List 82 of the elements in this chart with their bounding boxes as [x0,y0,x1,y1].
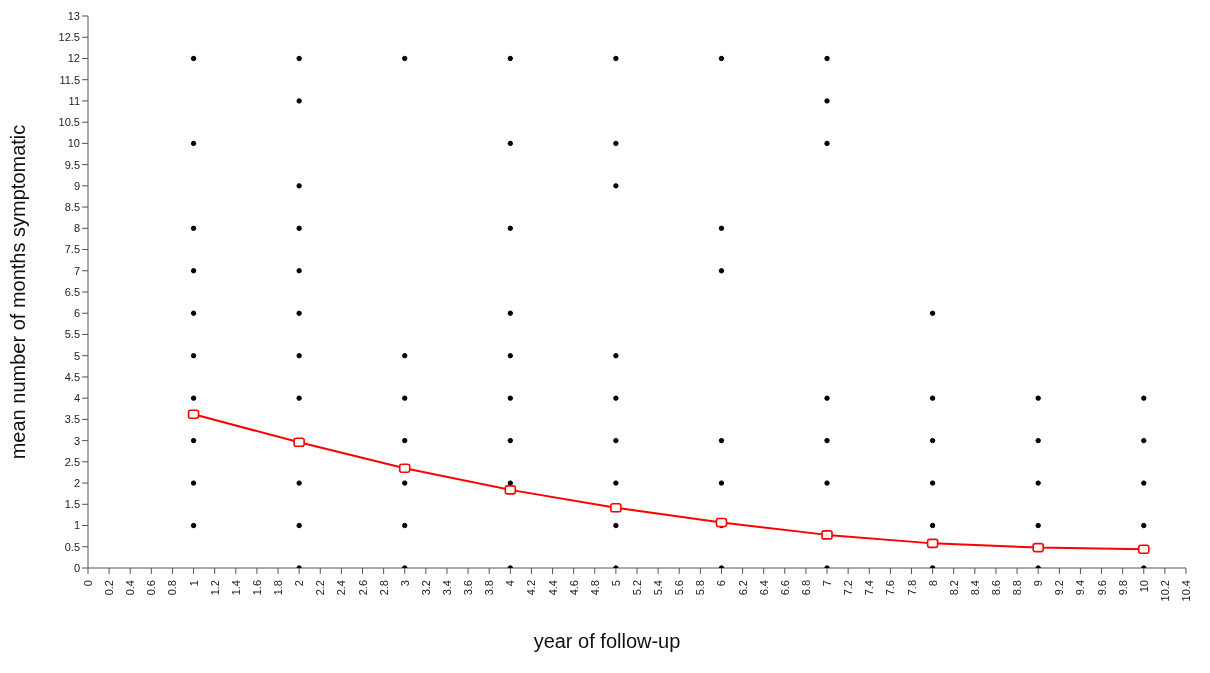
x-tick-label: 5.2 [631,580,643,596]
x-tick-label: 6.4 [757,580,770,596]
x-tick-label: 10 [1137,580,1150,593]
y-tick-label: 10.5 [58,116,80,129]
x-tick-label: 5.6 [673,580,686,596]
x-tick-label: 0.8 [166,580,179,596]
x-tick-label: 4.6 [567,580,580,596]
y-tick-label: 9.5 [64,158,80,171]
y-tick-label: 5.5 [64,328,80,341]
x-tick-label: 4.4 [546,580,559,596]
x-tick-label: 1.4 [229,580,242,596]
x-tick-label: 1.6 [250,580,263,596]
y-tick-label: 2.5 [64,455,80,468]
y-tick-label: 3.5 [64,413,80,426]
y-tick-label: 8 [73,222,80,235]
x-axis-title: year of follow-up [533,630,681,652]
x-tick-label: 6.2 [736,580,749,596]
x-tick-label: 9 [1032,580,1045,587]
y-tick-label: 1.5 [64,498,80,511]
x-tick-label: 1 [187,580,200,587]
y-tick-label: 10 [67,137,80,150]
y-tick-label: 4.5 [64,370,80,383]
y-tick-label: 4 [73,392,80,405]
x-tick-label: 3.4 [440,580,453,596]
x-tick-label: 6.8 [799,580,812,596]
y-tick-label: 5 [73,349,80,362]
x-tick-label: 4 [504,580,517,587]
x-tick-label: 5 [609,580,622,587]
x-tick-label: 6 [715,580,728,587]
x-tick-label: 1.8 [272,580,285,596]
x-tick-label: 7.4 [863,580,876,596]
x-tick-label: 10.2 [1158,580,1171,602]
x-tick-label: 1.2 [208,580,221,596]
y-tick-label: 8.5 [64,200,80,213]
x-tick-label: 0.4 [124,580,137,596]
y-tick-label: 3 [73,434,80,447]
x-tick-label: 8.6 [989,580,1002,596]
y-tick-label: 6 [73,307,80,320]
x-tick-label: 9.8 [1116,580,1129,596]
x-tick-label: 8.8 [1011,580,1024,596]
y-tick-label: 2 [73,476,80,489]
x-tick-label: 9.6 [1095,580,1108,596]
x-tick-label: 5.8 [694,580,707,596]
y-tick-label: 12 [67,52,80,65]
x-tick-label: 0.6 [145,580,158,596]
x-tick-label: 7.8 [905,580,918,596]
x-tick-label: 0.2 [103,580,116,596]
x-tick-label: 10.4 [1180,580,1192,602]
x-tick-label: 4.8 [588,580,601,596]
x-tick-label: 3.6 [462,580,475,596]
y-tick-label: 1 [73,519,80,532]
x-tick-label: 2.6 [356,580,369,596]
y-axis-title: mean number of months symptomatic [7,124,30,460]
y-tick-label: 7 [73,264,80,277]
x-tick-label: 2.8 [377,580,390,596]
y-tick-label: 13 [67,9,80,22]
x-tick-label: 5.4 [652,580,665,596]
x-tick-label: 9.2 [1053,580,1066,596]
x-tick-label: 8.4 [968,580,981,596]
y-tick-label: 6.5 [64,285,80,298]
x-tick-label: 3.2 [419,580,432,596]
y-tick-label: 7.5 [64,243,80,256]
x-tick-label: 8 [926,580,939,587]
y-tick-label: 9 [73,179,80,192]
x-tick-label: 7.2 [842,580,855,596]
x-tick-label: 2.4 [335,580,348,596]
x-tick-label: 0 [82,580,94,587]
x-tick-label: 8.2 [947,580,960,596]
y-tick-label: 12.5 [58,31,80,44]
x-tick-label: 4.2 [525,580,538,596]
x-tick-label: 2 [293,580,306,587]
x-tick-label: 7.6 [884,580,897,596]
y-tick-label: 0 [73,561,80,574]
x-tick-label: 3 [398,580,411,587]
x-tick-label: 6.6 [778,580,791,596]
x-tick-label: 7 [821,580,834,587]
y-tick-label: 11.5 [59,73,80,86]
y-tick-label: 0.5 [64,540,80,553]
x-tick-label: 2.2 [314,580,327,596]
y-tick-label: 11 [68,94,80,107]
x-tick-label: 3.8 [483,580,496,596]
x-tick-label: 9.4 [1074,580,1087,596]
